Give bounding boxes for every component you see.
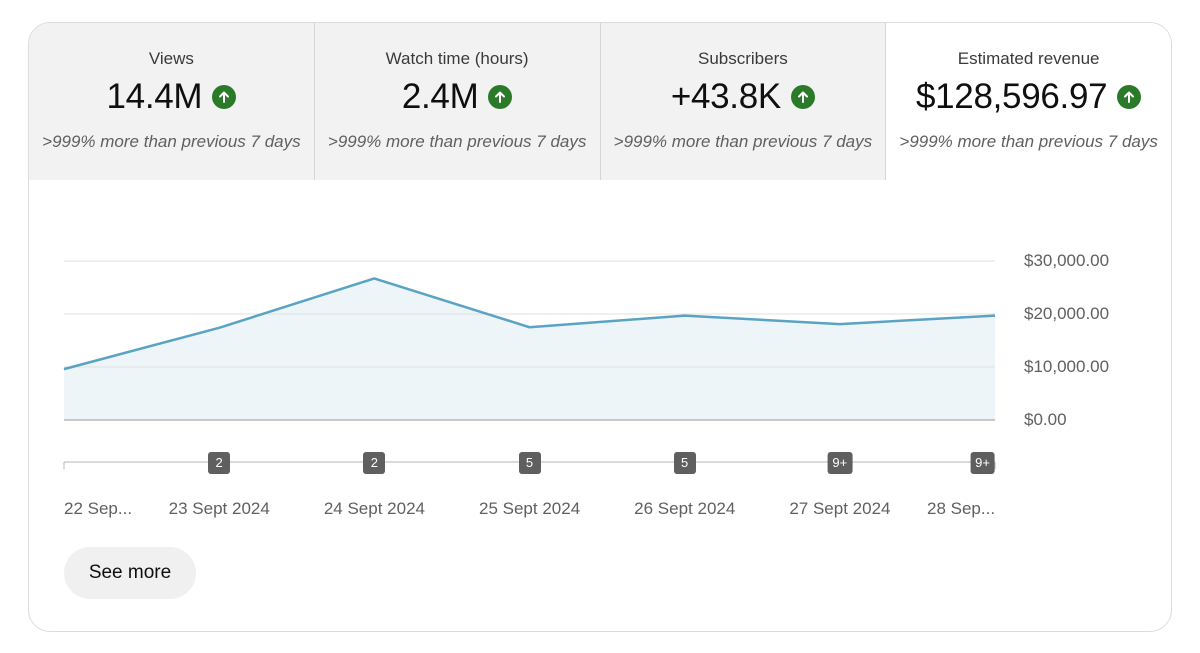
data-point — [527, 324, 533, 330]
upload-count-badge[interactable]: 9+ — [827, 452, 853, 474]
upload-count-badge[interactable]: 9+ — [970, 452, 995, 474]
arrow-up-icon — [1117, 85, 1142, 109]
subscribers-tile[interactable]: Subscribers +43.8K >999% more than previ… — [600, 23, 887, 180]
data-point — [216, 325, 222, 331]
data-point — [371, 275, 377, 281]
x-tick-label: 24 Sept 2024 — [323, 499, 425, 518]
data-point — [992, 313, 998, 319]
upload-count-badge[interactable]: 2 — [363, 452, 386, 474]
y-tick-label: $30,000.00 — [1024, 251, 1110, 270]
x-tick-label: 25 Sept 2024 — [479, 499, 581, 518]
subscribers-title: Subscribers — [697, 49, 788, 68]
x-tick-label: 26 Sept 2024 — [634, 499, 736, 518]
views-tile[interactable]: Views 14.4M >999% more than previous 7 d… — [29, 23, 315, 180]
data-point — [682, 313, 688, 319]
views-value: 14.4M — [106, 77, 203, 116]
arrow-up-icon — [212, 85, 237, 109]
subscribers-change: >999% more than previous 7 days — [613, 132, 873, 151]
upload-count-badge[interactable]: 5 — [518, 452, 541, 474]
views-change: >999% more than previous 7 days — [42, 132, 301, 151]
revenue-title: Estimated revenue — [957, 49, 1100, 68]
chart-canvas — [61, 260, 998, 469]
watch-time-value: 2.4M — [401, 77, 479, 116]
upload-count-badge[interactable]: 5 — [673, 452, 696, 474]
data-point — [61, 366, 67, 372]
revenue-change: >999% more than previous 7 days — [899, 132, 1158, 151]
estimated-revenue-tile[interactable]: Estimated revenue $128,596.97 >999% more… — [886, 23, 1171, 180]
x-tick-label: 23 Sept 2024 — [168, 499, 270, 518]
x-tick-label: 28 Sep... — [927, 499, 996, 518]
metric-tiles: Views 14.4M >999% more than previous 7 d… — [29, 23, 1171, 180]
arrow-up-icon — [488, 85, 513, 109]
y-tick-label: $20,000.00 — [1024, 304, 1110, 323]
revenue-line — [63, 277, 996, 371]
watch-time-tile[interactable]: Watch time (hours) 2.4M >999% more than … — [314, 23, 601, 180]
arrow-up-icon — [790, 85, 815, 109]
subscribers-value: +43.8K — [670, 77, 781, 116]
upload-count-badge[interactable]: 2 — [208, 452, 231, 474]
views-title: Views — [148, 49, 194, 68]
y-tick-label: $10,000.00 — [1024, 357, 1110, 376]
revenue-value: $128,596.97 — [915, 77, 1108, 116]
x-tick-label: 27 Sept 2024 — [789, 499, 891, 518]
watch-time-title: Watch time (hours) — [385, 49, 529, 68]
x-tick-label: 22 Sep... — [64, 499, 133, 518]
revenue-chart: $0.00 $10,000.00 $20,000.00 $30,000.00 22 Se… — [29, 180, 1171, 550]
see-more-button[interactable]: See more — [64, 547, 196, 599]
y-tick-label: $0.00 — [1024, 410, 1067, 429]
watch-time-change: >999% more than previous 7 days — [327, 132, 587, 151]
analytics-card: Views 14.4M >999% more than previous 7 d… — [28, 22, 1172, 632]
revenue-area — [64, 278, 995, 420]
data-point — [837, 321, 843, 327]
